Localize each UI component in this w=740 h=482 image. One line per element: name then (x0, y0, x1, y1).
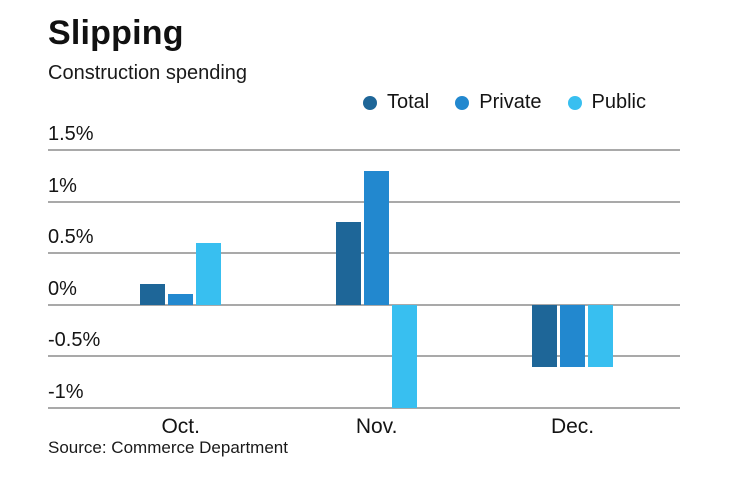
legend-item-private: Private (455, 91, 542, 114)
gridline-1 (48, 407, 680, 409)
legend-label: Total (387, 91, 430, 113)
chart-subtitle: Construction spending (48, 62, 248, 84)
gridline-0 (48, 303, 680, 306)
legend-label: Private (479, 91, 542, 113)
y-axis-tick-label: -0.5% (48, 329, 101, 352)
legend: Total Private Public (363, 91, 646, 114)
bar-public-nov (392, 304, 418, 408)
bar-public-oct (196, 242, 222, 305)
bar-private-nov (364, 170, 390, 305)
legend-item-total: Total (363, 91, 429, 114)
bar-total-dec (532, 304, 558, 367)
y-axis-tick-label: -1% (48, 381, 84, 403)
x-axis-label-dec: Dec. (550, 415, 595, 438)
gridline-0-5 (48, 252, 680, 255)
legend-label: Public (591, 91, 646, 113)
gridline-0-5 (48, 355, 680, 358)
x-axis-label-oct: Oct. (161, 415, 200, 438)
bar-public-dec (588, 304, 614, 367)
legend-dot-icon (363, 95, 377, 110)
x-axis-label-nov: Nov. (355, 415, 398, 438)
bar-total-nov (336, 222, 362, 305)
y-axis-tick-label: 1% (48, 174, 77, 197)
legend-item-public: Public (567, 91, 646, 114)
y-axis-tick-label: 1.5% (48, 123, 94, 145)
gridline-1 (48, 200, 680, 203)
legend-dot-icon (455, 95, 470, 110)
legend-dot-icon (567, 95, 582, 110)
bar-private-oct (168, 294, 194, 305)
bar-private-dec (560, 304, 586, 367)
chart-title: Slipping (48, 14, 184, 52)
y-axis-tick-label: 0% (48, 277, 77, 300)
source-note: Source: Commerce Department (48, 438, 288, 457)
y-axis-tick-label: 0.5% (48, 226, 94, 249)
bar-total-oct (140, 284, 166, 305)
gridline-1-5 (48, 149, 680, 151)
